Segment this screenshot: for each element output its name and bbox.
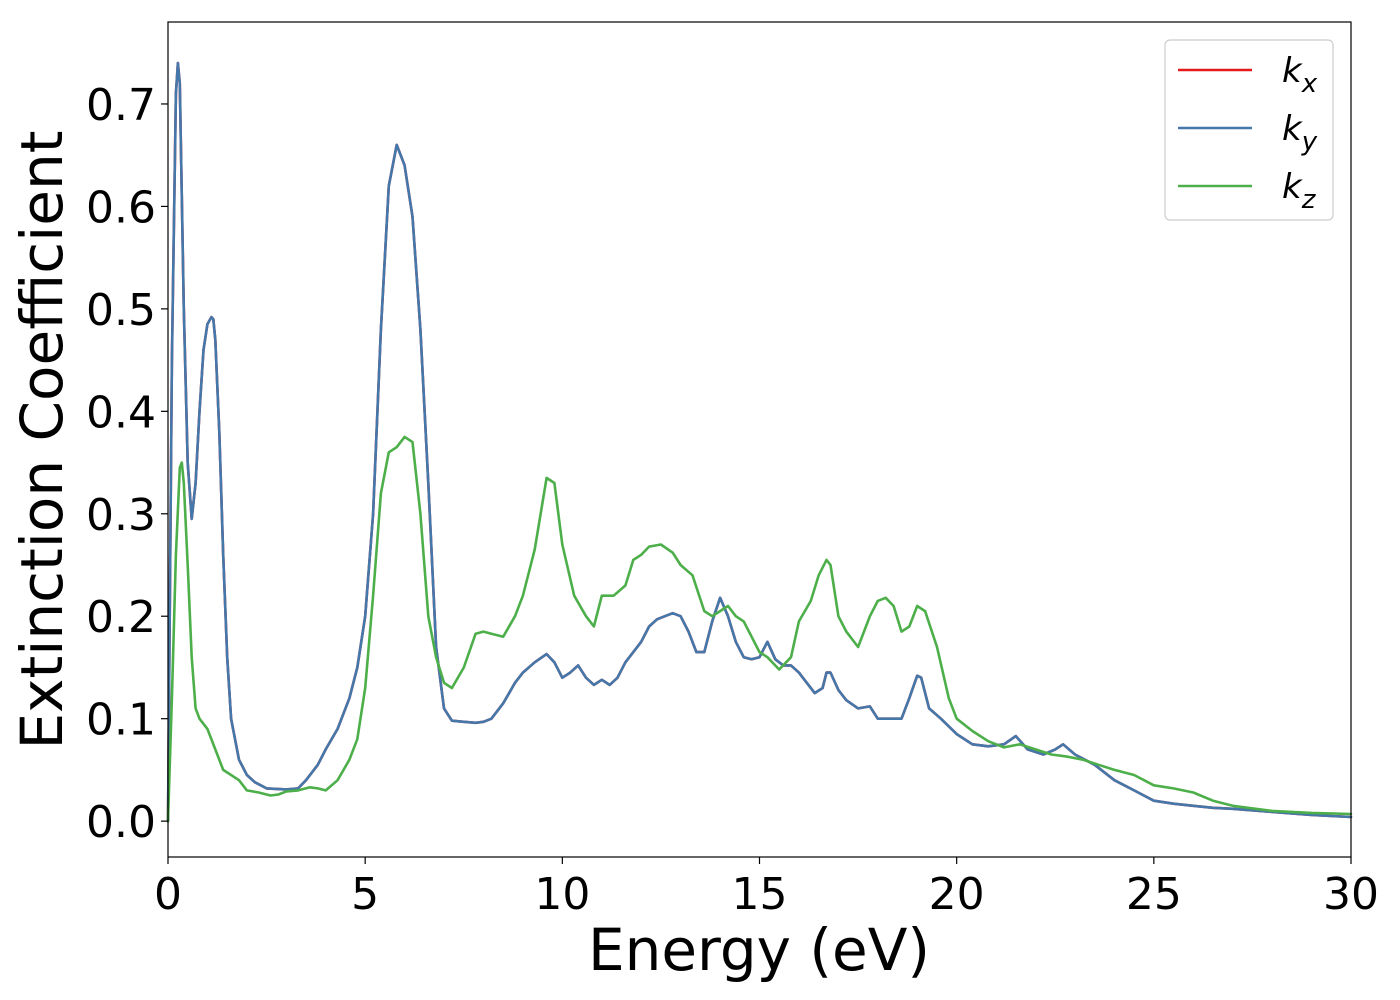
y-axis-title: Extinction Coefficient — [8, 131, 76, 750]
x-tick-label: 0 — [154, 869, 182, 920]
y-tick-label: 0.3 — [86, 490, 156, 541]
y-tick-label: 0.0 — [86, 797, 156, 848]
x-axis-title: Energy (eV) — [588, 916, 930, 984]
series-line-ky — [166, 61, 1353, 823]
x-tick-label: 15 — [732, 869, 788, 920]
y-tick-label: 0.6 — [86, 182, 156, 233]
legend: kx ky kz — [1164, 39, 1334, 221]
y-tick-label: 0.4 — [86, 387, 156, 438]
x-tick-label: 25 — [1126, 869, 1182, 920]
y-tick-label: 0.1 — [86, 695, 156, 746]
y-tick-label: 0.5 — [86, 285, 156, 336]
y-tick-label: 0.2 — [86, 592, 156, 643]
y-tick-label: 0.7 — [86, 80, 156, 131]
x-tick-label: 5 — [351, 869, 379, 920]
legend-frame — [1164, 39, 1334, 221]
series-layer — [166, 61, 1353, 823]
x-tick-label: 30 — [1323, 869, 1379, 920]
x-tick-label: 20 — [929, 869, 985, 920]
legend-label-ky: ky — [1282, 109, 1318, 157]
legend-label-kx: kx — [1282, 51, 1318, 99]
series-line-kz — [166, 435, 1353, 823]
legend-label-kz: kz — [1282, 167, 1317, 215]
x-axis-ticks: 0 5 10 15 20 25 30 — [154, 857, 1379, 920]
x-tick-label: 10 — [534, 869, 590, 920]
y-axis-ticks: 0.0 0.1 0.2 0.3 0.4 0.5 0.6 0.7 — [86, 80, 168, 848]
